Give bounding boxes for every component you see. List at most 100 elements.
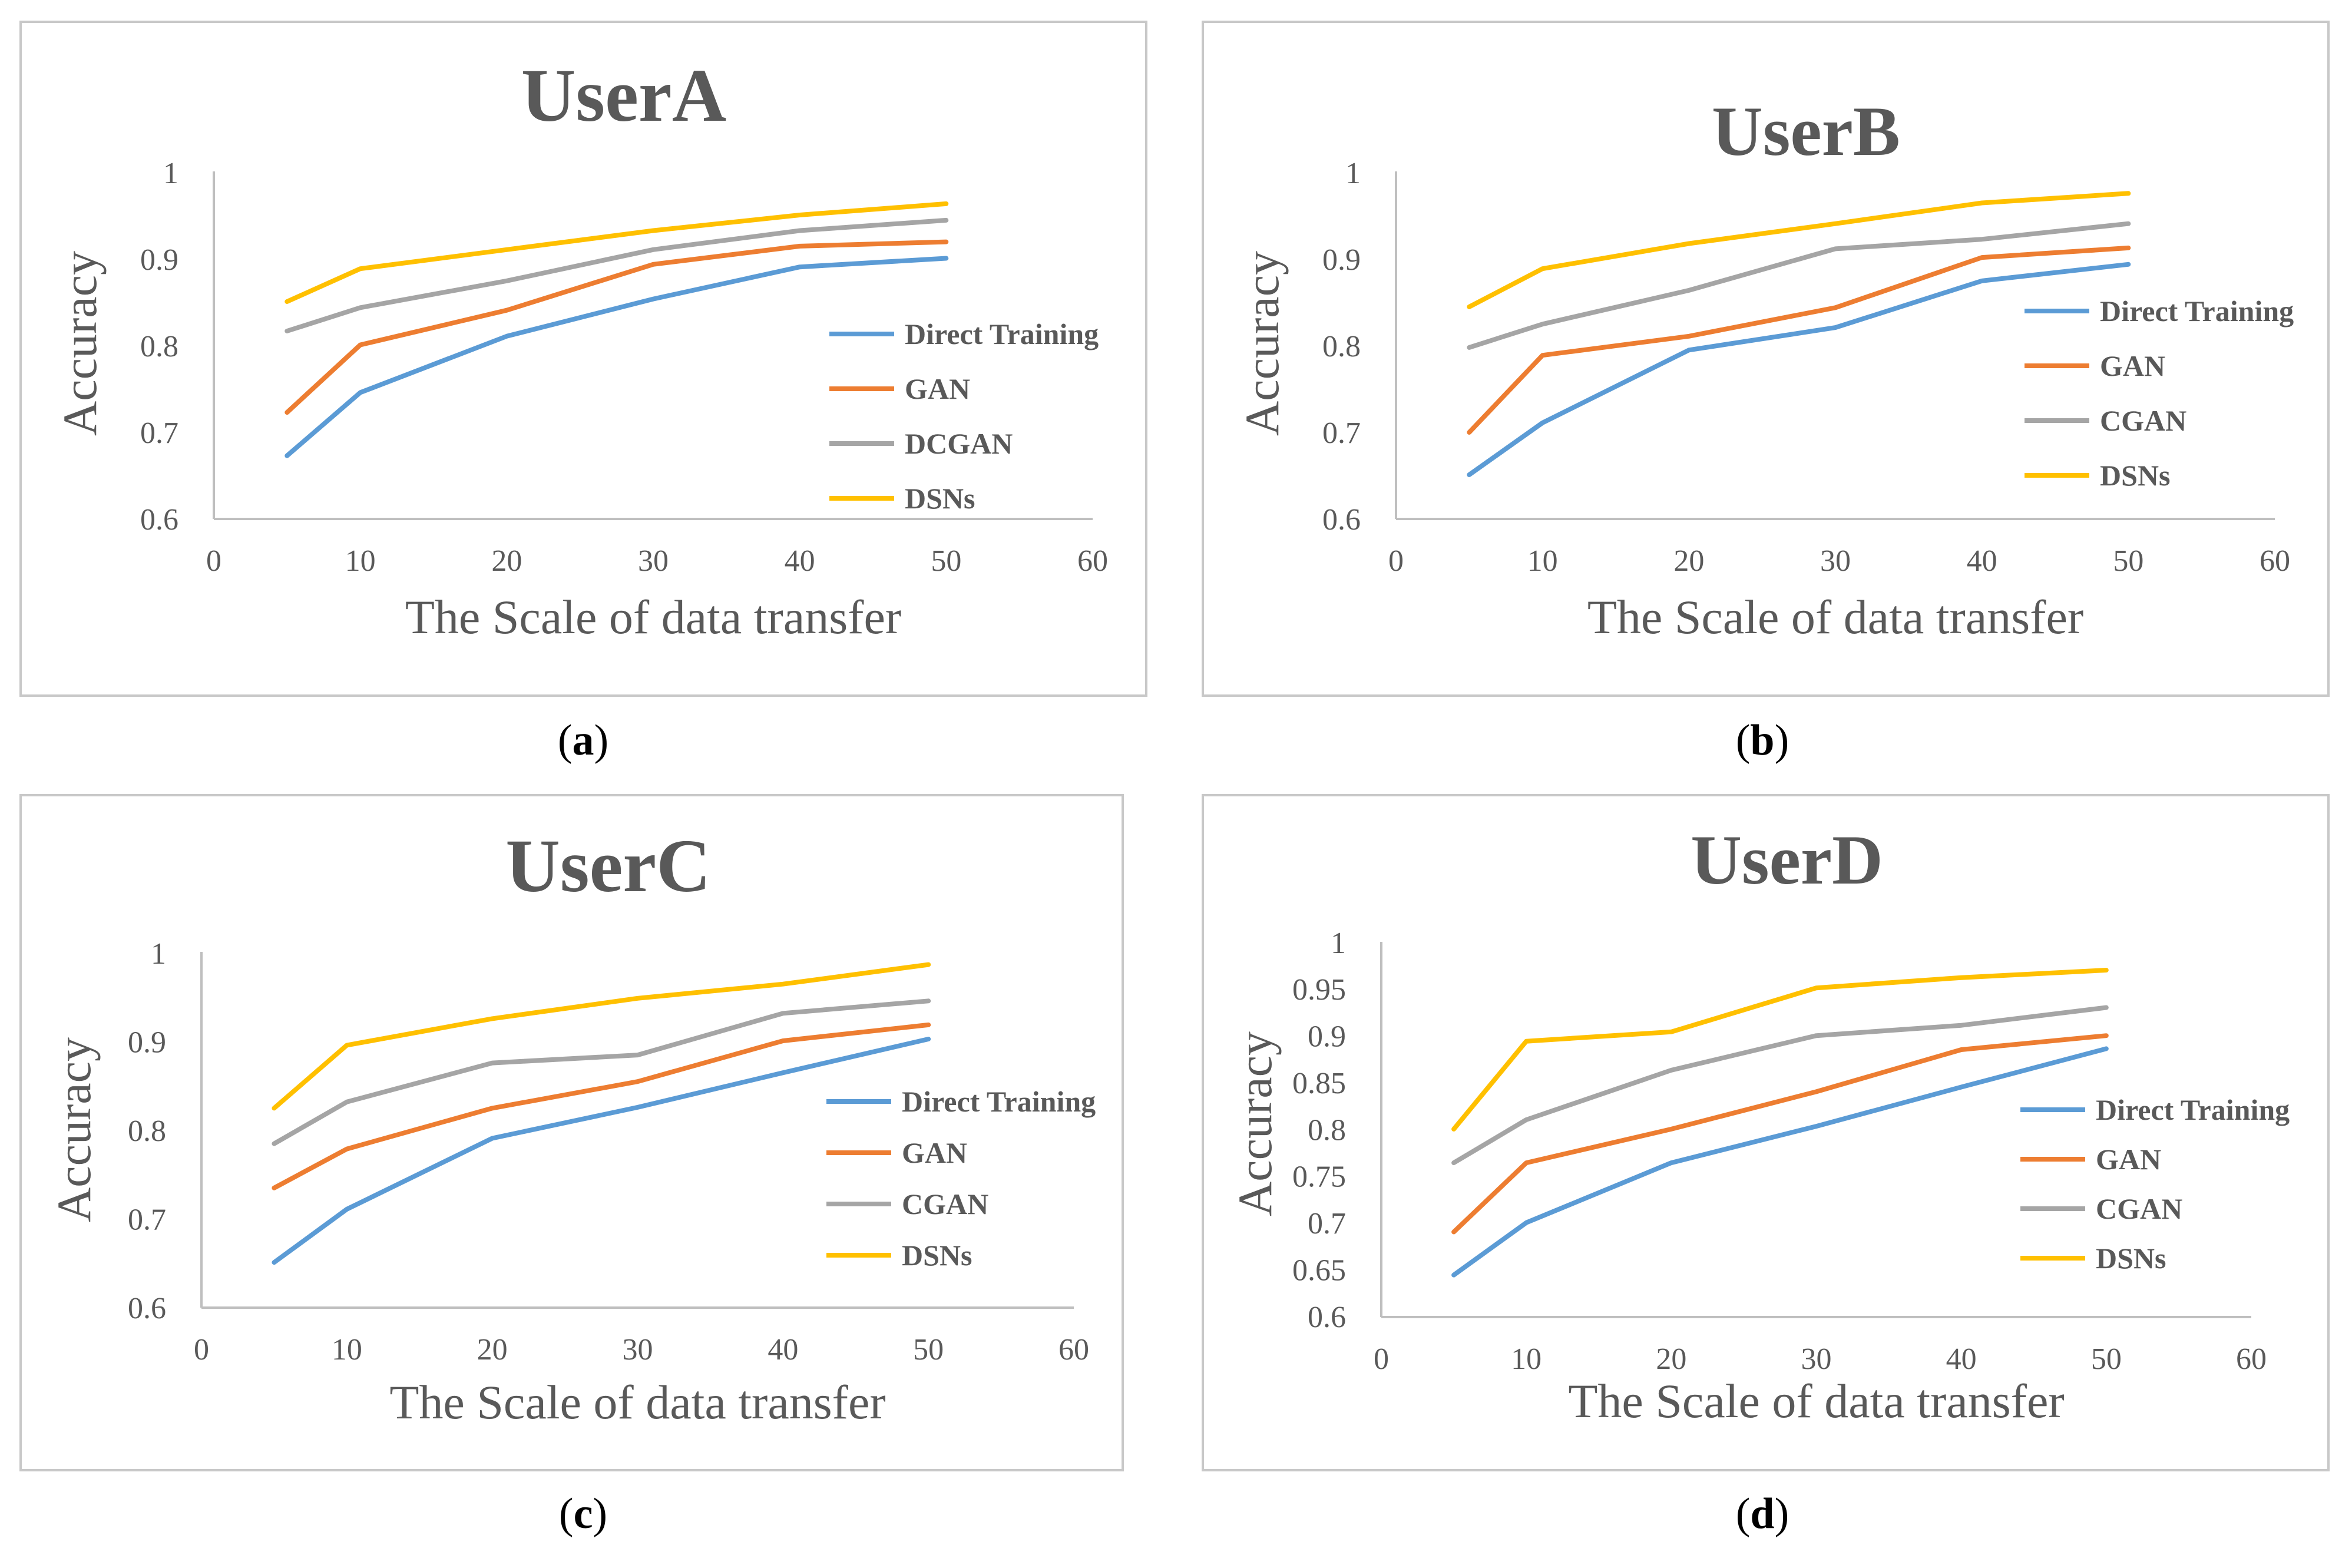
x-tick-label: 50 [913,1333,944,1367]
legend-label-dsns: DSNs [902,1239,972,1272]
series-line-gan [1467,245,2131,435]
y-tick-label: 1 [151,937,166,971]
x-tick-label: 0 [1374,1342,1389,1376]
x-tick-label: 60 [2260,544,2290,578]
x-axis-title: The Scale of data transfer [1568,1374,2064,1428]
x-tick-label: 20 [491,544,522,578]
x-tick-label: 0 [194,1333,209,1367]
series-line-cgan [272,998,931,1146]
legend-label-dcgan: DCGAN [905,427,1013,460]
y-axis-title: Accuracy [1228,1031,1282,1216]
y-tick-label: 0.75 [1292,1160,1346,1194]
x-tick-label: 60 [2236,1342,2267,1376]
y-tick-label: 0.8 [128,1114,166,1148]
y-tick-label: 1 [1331,927,1346,960]
y-axis-title: Accuracy [1235,251,1289,436]
x-axis-title: The Scale of data transfer [405,590,901,644]
x-tick-label: 50 [931,544,961,578]
y-tick-label: 0.85 [1292,1067,1346,1100]
y-tick-label: 0.7 [1308,1207,1346,1240]
series-line-dsns [1451,968,2109,1132]
series-line-direct-training [272,1037,931,1265]
series-line-cgan [1467,221,2131,350]
series-line-dcgan [285,217,949,333]
y-tick-label: 0.6 [128,1292,166,1325]
chart-panel-userd: UserD 0.6 0.65 0.7 0.75 0.8 0.85 0.9 0.95 1 0 10 20 3… [1202,794,2330,1471]
y-tick-label: 0.65 [1292,1253,1346,1287]
x-axis-title: The Scale of data transfer [1587,590,2083,644]
legend-label-direct-training: Direct Training [2096,1093,2290,1126]
legend-label-direct-training: Direct Training [902,1085,1096,1118]
legend-label-direct-training: Direct Training [905,317,1099,350]
legend-label-dsns: DSNs [2100,459,2170,492]
legend-label-dsns: DSNs [2096,1242,2166,1275]
y-tick-label: 0.7 [140,416,178,450]
y-tick-label: 0.6 [140,503,178,537]
series-line-cgan [1451,1005,2109,1166]
chart-title: UserB [1712,92,1900,170]
caption-c: (c) [558,1490,608,1538]
series-line-direct-training [285,256,949,458]
chart-panel-userb: UserB 0.6 0.7 0.8 0.9 1 0 10 20 30 40 50 60 The Scale… [1202,21,2330,697]
series-line-dsns [1467,191,2131,309]
x-tick-label: 30 [1801,1342,1832,1376]
y-tick-label: 0.7 [1322,416,1361,450]
y-tick-label: 0.8 [1322,330,1361,363]
chart-title: UserC [505,824,710,908]
y-tick-label: 0.9 [1308,1020,1346,1054]
legend-label-cgan: CGAN [902,1187,988,1220]
x-tick-label: 60 [1077,544,1108,578]
legend-label-gan: GAN [905,372,970,405]
series-line-direct-training [1467,262,2131,477]
x-tick-label: 40 [785,544,815,578]
x-tick-label: 0 [206,544,221,578]
y-tick-label: 0.8 [140,330,178,363]
legend-label-gan: GAN [2100,349,2165,382]
x-tick-label: 10 [332,1333,362,1367]
x-axis-title: The Scale of data transfer [389,1375,885,1429]
series-line-gan [285,239,949,415]
x-tick-label: 20 [1656,1342,1686,1376]
y-tick-label: 0.9 [140,243,178,277]
x-tick-label: 10 [1527,544,1558,578]
x-tick-label: 40 [768,1333,798,1367]
series-line-gan [272,1022,931,1190]
y-tick-label: 1 [163,157,178,190]
series-line-dsns [272,962,931,1111]
y-tick-label: 0.7 [128,1203,166,1237]
caption-b: (b) [1735,716,1789,765]
x-tick-label: 20 [1673,544,1704,578]
x-tick-label: 20 [477,1333,508,1367]
chart-title: UserD [1691,821,1883,899]
y-axis-title: Accuracy [53,251,107,436]
x-tick-label: 50 [2091,1342,2122,1376]
x-tick-label: 30 [623,1333,653,1367]
caption-d: (d) [1735,1490,1789,1538]
x-tick-label: 30 [1820,544,1851,578]
legend-label-direct-training: Direct Training [2100,295,2294,328]
chart-frame [19,21,1147,697]
series-line-gan [1451,1033,2109,1235]
y-tick-label: 0.8 [1308,1113,1346,1147]
x-tick-label: 60 [1058,1333,1089,1367]
x-tick-label: 10 [345,544,376,578]
legend-label-dsns: DSNs [905,482,975,515]
y-tick-label: 0.95 [1292,973,1346,1007]
chart-frame [19,794,1124,1471]
x-tick-label: 10 [1511,1342,1542,1376]
x-tick-label: 40 [1967,544,1997,578]
x-tick-label: 50 [2113,544,2143,578]
y-axis-title: Accuracy [47,1037,101,1222]
legend-label-gan: GAN [902,1136,967,1169]
y-tick-label: 0.6 [1322,503,1361,537]
y-tick-label: 0.9 [1322,243,1361,277]
legend-label-cgan: CGAN [2100,404,2186,437]
chart-title: UserA [521,54,726,137]
chart-frame [1202,21,2330,697]
legend-label-cgan: CGAN [2096,1192,2182,1225]
x-tick-label: 30 [638,544,669,578]
caption-a: (a) [557,716,609,765]
y-tick-label: 0.9 [128,1026,166,1060]
